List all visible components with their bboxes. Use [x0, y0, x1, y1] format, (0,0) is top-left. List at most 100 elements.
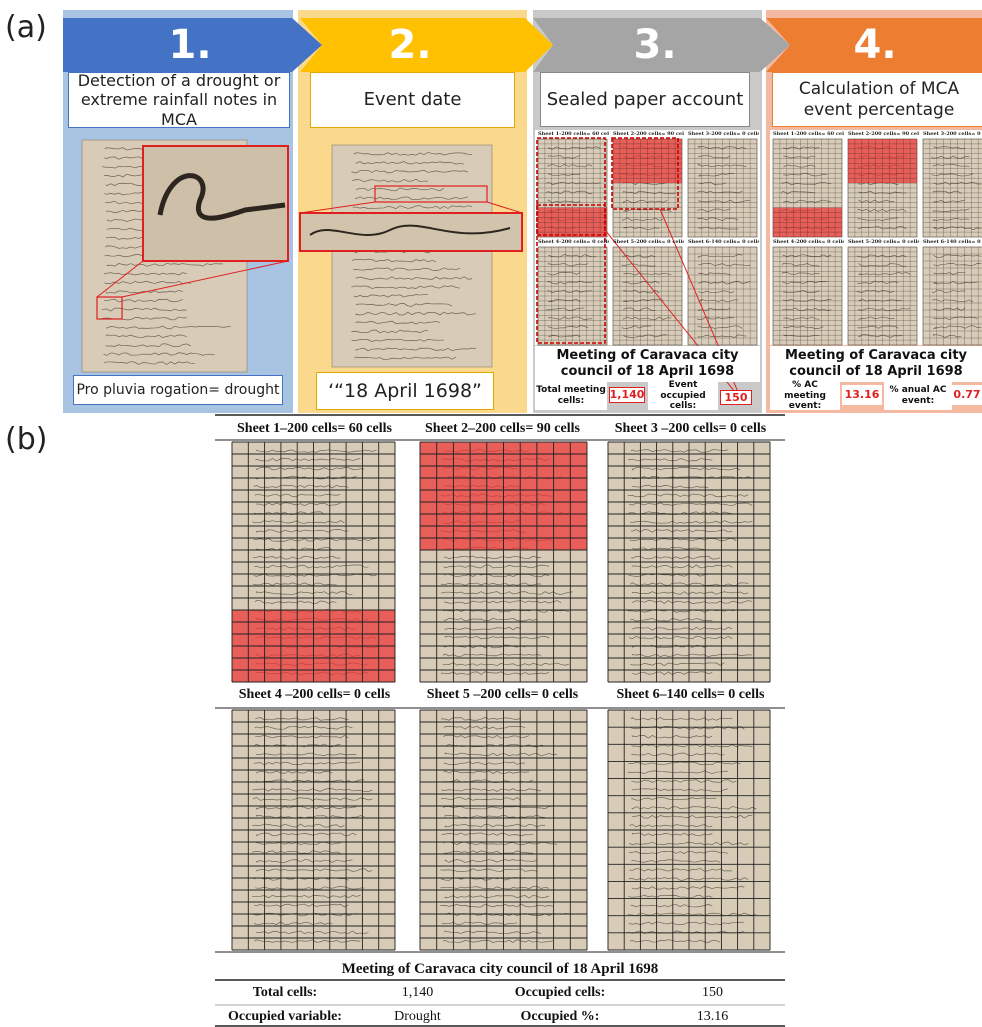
handwriting: [629, 824, 713, 828]
handwriting: [932, 190, 962, 194]
handwriting: [548, 316, 593, 321]
arrow: [300, 18, 553, 72]
handwriting: [351, 329, 429, 334]
handwriting: [354, 356, 457, 360]
handwriting: [932, 208, 970, 212]
handwriting: [351, 169, 469, 174]
table-cell: 13.16: [696, 1008, 729, 1024]
sheet-label: Sheet 3-200 cells= 0 cells: [923, 131, 982, 137]
handwriting: [255, 832, 357, 837]
handwriting: [440, 717, 522, 721]
step-number: 2.: [388, 22, 432, 68]
handwriting: [355, 187, 445, 192]
handwriting: [105, 343, 191, 348]
handwriting: [627, 493, 749, 498]
table-cell: Drought: [394, 1008, 441, 1024]
handwriting: [547, 280, 593, 285]
handwriting: [353, 267, 461, 271]
handwriting: [255, 529, 349, 533]
handwriting: [632, 626, 733, 631]
handwriting: [253, 912, 357, 917]
highlight-box: [536, 204, 606, 236]
arrow: [766, 18, 982, 72]
handwriting: [782, 280, 828, 285]
handwriting: [933, 280, 978, 285]
handwriting: [548, 146, 601, 150]
handwriting: [103, 361, 195, 365]
handwriting: [256, 591, 353, 595]
handwriting: [547, 155, 581, 159]
handwriting: [252, 520, 345, 524]
sheet-title: Sheet 4 –200 cells= 0 cells: [238, 686, 391, 702]
handwriting: [252, 823, 345, 828]
arrow: [533, 18, 790, 72]
manuscript-page: [331, 144, 493, 368]
handwriting: [697, 146, 747, 150]
highlight-box: [536, 137, 606, 344]
panel-label: (a): [5, 10, 47, 45]
handwriting: [631, 752, 725, 757]
handwriting: [355, 347, 477, 352]
handwriting: [254, 726, 353, 730]
sheet-label: Sheet 5-200 cells= 0 cells: [613, 239, 684, 245]
handwriting: [548, 173, 581, 177]
handwriting: [628, 635, 733, 640]
table-cell: Occupied cells:: [514, 984, 606, 1000]
handwriting: [546, 307, 585, 311]
handwriting: [932, 334, 962, 338]
step-caption: ‘“18 April 1698”: [316, 372, 494, 410]
handwriting: [628, 894, 713, 899]
handwriting: [443, 609, 570, 613]
table-cell: 150: [702, 984, 723, 1000]
handwriting: [252, 797, 373, 801]
handwriting: [251, 850, 341, 854]
handwriting: [856, 208, 907, 213]
handwriting: [628, 877, 749, 881]
handwriting: [353, 294, 429, 298]
handwriting: [629, 618, 713, 622]
handwriting: [104, 298, 183, 303]
handwriting: [444, 626, 522, 631]
handwriting: [353, 152, 473, 156]
handwriting: [101, 307, 187, 312]
handwriting: [253, 484, 349, 489]
handwriting: [440, 903, 554, 908]
sheet-title: Sheet 2–200 cells= 90 cells: [425, 420, 580, 436]
zoom-script: [309, 224, 511, 236]
handwriting: [782, 254, 832, 257]
handwriting: [931, 289, 966, 294]
step-number: 4.: [853, 22, 897, 68]
handwriting: [623, 272, 672, 276]
handwriting: [106, 325, 231, 330]
handwriting: [931, 155, 970, 159]
step-number: 3.: [633, 22, 677, 68]
handwriting: [253, 921, 333, 925]
handwriting: [933, 263, 982, 267]
handwriting: [443, 564, 550, 569]
sheet-title: Sheet 6–140 cells= 0 cells: [616, 686, 765, 702]
handwriting: [697, 163, 747, 168]
zoom-source: [374, 185, 488, 203]
handwriting: [351, 258, 437, 263]
handwriting: [354, 196, 469, 200]
sheet-title: Sheet 3 –200 cells= 0 cells: [614, 420, 767, 436]
handwriting: [698, 280, 751, 285]
handwriting: [631, 591, 749, 595]
handwriting: [697, 334, 747, 338]
handwriting: [632, 600, 753, 604]
handwriting: [355, 276, 473, 280]
handwriting: [256, 752, 357, 756]
handwriting: [547, 271, 581, 276]
handwriting: [858, 263, 907, 267]
summary-label: % AC meeting event:: [770, 380, 840, 411]
handwriting: [548, 334, 581, 338]
handwriting: [256, 930, 369, 935]
handwriting: [444, 814, 546, 819]
handwriting: [547, 289, 593, 294]
handwriting: [103, 272, 187, 276]
sheet-title: Sheet 1–200 cells= 60 cells: [237, 420, 392, 436]
summary-label: Total meeting cells:: [535, 382, 607, 410]
handwriting: [255, 458, 361, 462]
handwriting: [622, 190, 676, 195]
